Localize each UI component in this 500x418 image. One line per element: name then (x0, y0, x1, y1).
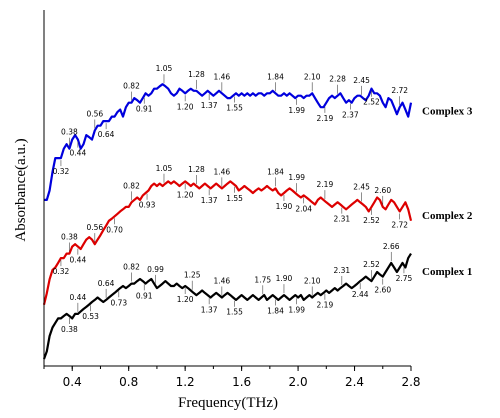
peak-label: 0.56 (86, 110, 103, 119)
x-tick-label: 1.2 (176, 375, 195, 389)
peak-label: 0.91 (136, 105, 153, 114)
peak-label: 0.82 (123, 82, 140, 91)
x-tick-layer: 0.4 0.8 1.2 1.6 2.0 2.4 2.8 (43, 366, 421, 389)
peak-label: 1.37 (201, 305, 218, 314)
peak-label: 2.45 (353, 76, 370, 85)
peak-label: 2.52 (363, 260, 380, 269)
series-name-label: Complex 3 (422, 106, 473, 118)
peak-label: 1.46 (214, 167, 231, 176)
x-tick-label: 0.4 (63, 375, 82, 389)
peak-label: 0.91 (136, 291, 153, 300)
peak-label: 1.84 (267, 306, 284, 315)
x-axis-title: Frequency(THz) (178, 395, 278, 411)
y-axis-title: Absorbance(a.u.) (13, 138, 29, 241)
peak-label: 2.52 (363, 216, 380, 225)
peak-label: 1.84 (267, 167, 284, 176)
peak-label: 1.37 (201, 196, 218, 205)
peak-label: 2.19 (317, 114, 334, 123)
peak-label: 1.20 (177, 295, 194, 304)
peak-label: 0.93 (139, 201, 156, 210)
peak-label: 0.32 (53, 267, 70, 276)
peak-label: 1.28 (188, 165, 205, 174)
peak-label: 2.10 (304, 276, 321, 285)
peak-label: 0.32 (53, 167, 70, 176)
peak-label: 1.25 (184, 271, 201, 280)
peak-label: 2.04 (295, 204, 312, 213)
peak-label: 2.31 (333, 266, 350, 275)
peak-label: 1.46 (214, 276, 231, 285)
x-tick-label: 1.6 (232, 375, 251, 389)
peak-label: 0.82 (123, 181, 140, 190)
x-tick-label: 2.8 (401, 375, 420, 389)
peak-label: 0.44 (70, 256, 87, 265)
peak-label: 1.99 (288, 173, 305, 182)
series-label-layer: Complex 3 Complex 2 Complex 1 (422, 106, 473, 278)
peak-label: 0.53 (82, 312, 99, 321)
peak-label: 0.64 (98, 130, 115, 139)
peak-label: 0.38 (61, 233, 78, 242)
peak-label: 0.64 (98, 279, 115, 288)
peak-label: 1.99 (288, 305, 305, 314)
peak-label: 1.28 (188, 70, 205, 79)
peak-label: 1.90 (276, 202, 293, 211)
peak-label: 2.60 (374, 186, 391, 195)
series-layer (42, 83, 413, 360)
peak-label: 1.05 (156, 64, 173, 73)
axes-layer (43, 10, 411, 367)
peak-label: 2.10 (304, 72, 321, 81)
series-line-complex-3 (44, 83, 413, 201)
peak-label: 2.72 (391, 220, 408, 229)
peak-label: 0.70 (106, 225, 123, 234)
peak-label: 0.38 (61, 128, 78, 137)
peak-label: 1.75 (254, 275, 271, 284)
peak-label: 0.38 (61, 325, 78, 334)
series-line-complex-2 (42, 180, 413, 306)
peak-label: 2.60 (374, 286, 391, 295)
x-tick-label: 0.8 (119, 375, 138, 389)
peak-label: 1.37 (201, 101, 218, 110)
peak-label: 0.44 (70, 149, 87, 158)
peak-label: 0.82 (123, 263, 140, 272)
series-line-complex-1 (42, 253, 412, 360)
peak-label: 0.99 (147, 265, 164, 274)
x-tick-label: 2.4 (345, 375, 364, 389)
peak-label: 2.19 (317, 301, 334, 310)
x-tick-label: 2.0 (289, 375, 308, 389)
peak-label: 2.72 (391, 86, 408, 95)
peak-label: 2.75 (396, 274, 413, 283)
peak-label-layer: 0.32 0.38 0.44 0.56 0.64 0.82 0.91 1.05 1.20 1.28… (53, 64, 413, 334)
peak-label: 1.90 (276, 274, 293, 283)
peak-label: 1.55 (226, 308, 243, 317)
peak-label: 2.28 (329, 75, 346, 84)
peak-label: 2.66 (383, 242, 400, 251)
peak-label: 1.55 (226, 103, 243, 112)
peak-label: 2.52 (363, 98, 380, 107)
peak-label: 0.56 (86, 223, 103, 232)
peak-label: 1.55 (226, 194, 243, 203)
peak-label: 1.20 (177, 102, 194, 111)
peak-label: 2.37 (342, 110, 359, 119)
peak-label: 0.44 (70, 293, 87, 302)
peak-label: 2.19 (317, 180, 334, 189)
peak-label: 1.84 (267, 72, 284, 81)
peak-label: 1.46 (214, 72, 231, 81)
peak-label: 0.73 (110, 298, 127, 307)
peak-label: 2.45 (353, 182, 370, 191)
peak-label: 2.31 (333, 215, 350, 224)
peak-label: 1.99 (288, 106, 305, 115)
series-name-label: Complex 1 (422, 266, 472, 278)
peak-label: 1.05 (156, 164, 173, 173)
peak-label: 1.20 (177, 190, 194, 199)
series-name-label: Complex 2 (422, 210, 473, 222)
peak-label: 2.44 (352, 290, 369, 299)
